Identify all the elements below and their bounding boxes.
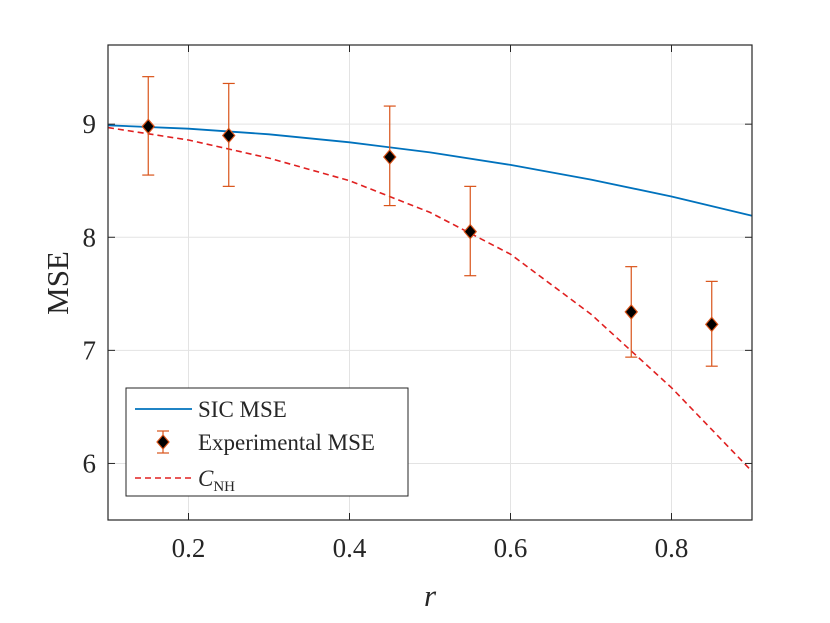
legend-label-cnh-main: C (198, 466, 214, 491)
diamond-marker (382, 149, 397, 165)
x-tick-label: 0.6 (494, 533, 528, 563)
diamond-marker (141, 118, 156, 135)
legend-label-cnh-subscript: NH (213, 479, 235, 495)
series-layer (107, 76, 753, 472)
experimental-point (463, 185, 478, 277)
legend-label-cnh: CNH (198, 466, 235, 495)
experimental-point (704, 280, 719, 367)
x-axis-label: r (424, 578, 437, 613)
x-tick-label: 0.2 (172, 533, 206, 563)
experimental-point (382, 105, 397, 207)
diamond-marker (624, 303, 639, 320)
series-line-sic-mse (107, 124, 753, 217)
y-tick-label: 7 (83, 335, 97, 365)
legend-label-experimental-mse: Experimental MSE (198, 430, 375, 455)
x-tick-label: 0.4 (333, 533, 367, 563)
axis-ticks: 0.2 0.4 0.6 0.8 6 7 8 9 (83, 45, 752, 563)
legend-box (125, 387, 409, 497)
diamond-marker (704, 316, 719, 333)
y-axis-label: MSE (40, 251, 75, 315)
diamond-marker (221, 127, 236, 144)
x-tick-label: 0.8 (655, 533, 689, 563)
legend: SIC MSE Experimental MSE CNH (125, 387, 409, 497)
legend-swatch-diamond (156, 434, 170, 450)
y-tick-label: 6 (83, 448, 97, 478)
plot-frame (107, 44, 753, 521)
experimental-point (221, 82, 236, 187)
experimental-point (141, 76, 156, 176)
experimental-point (624, 266, 639, 358)
legend-label-sic-mse: SIC MSE (198, 397, 287, 422)
grid (108, 45, 752, 520)
y-tick-label: 8 (83, 222, 97, 252)
y-tick-label: 9 (83, 109, 97, 139)
series-line-cnh (107, 126, 753, 472)
diamond-marker (463, 223, 478, 240)
